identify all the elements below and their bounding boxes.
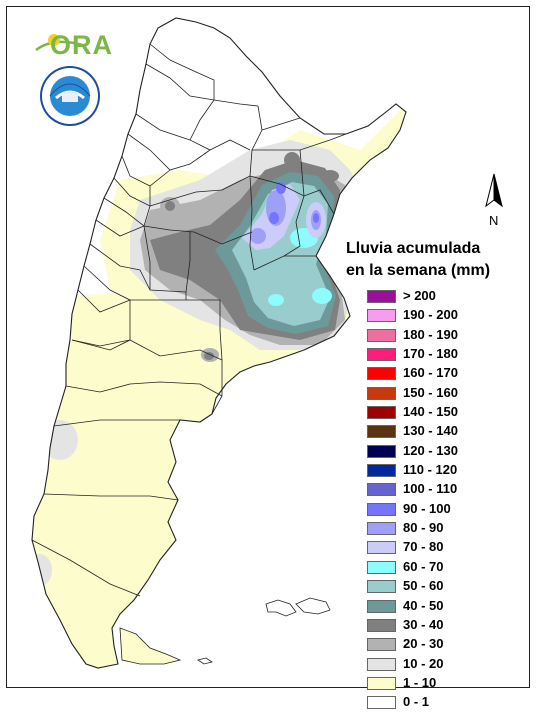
legend-item: 50 - 60 <box>367 577 507 596</box>
legend-label: 30 - 40 <box>403 616 444 632</box>
legend-label: 120 - 130 <box>403 442 458 458</box>
tierra-del-fuego <box>119 627 182 665</box>
legend-label: 160 - 170 <box>403 365 458 381</box>
legend-label: 100 - 110 <box>403 481 458 497</box>
sun-swoosh-logo <box>35 34 87 52</box>
legend-label: > 200 <box>403 288 436 303</box>
north-arrow-icon <box>485 173 503 208</box>
legend-label: 40 - 50 <box>403 597 444 613</box>
legend-swatch <box>367 328 396 342</box>
legend-label: 1 - 10 <box>403 674 437 690</box>
argentina-rainfall-map <box>31 17 407 669</box>
legend-item: 130 - 140 <box>367 422 507 441</box>
legend-swatch <box>367 406 396 420</box>
legend-label: 190 - 200 <box>403 307 458 323</box>
legend-title-line-1: Lluvia acumulada <box>346 240 481 257</box>
islas-malvinas <box>265 597 331 617</box>
legend-item: 120 - 130 <box>367 442 507 461</box>
legend-item: 40 - 50 <box>367 597 507 616</box>
legend-item: 1 - 10 <box>367 674 507 693</box>
legend-swatch <box>367 676 396 690</box>
legend-label: 150 - 160 <box>403 384 458 400</box>
legend-item: 110 - 120 <box>367 461 507 480</box>
legend-label: 140 - 150 <box>403 404 458 420</box>
legend-swatch <box>367 425 396 439</box>
legend-label: 110 - 120 <box>403 462 458 478</box>
legend-item: 150 - 160 <box>367 384 507 403</box>
legend-label: 90 - 100 <box>403 500 451 516</box>
legend-swatch <box>367 696 396 710</box>
legend-item: 60 - 70 <box>367 558 507 577</box>
legend-label: 180 - 190 <box>403 326 458 342</box>
province-boundaries <box>31 17 407 669</box>
legend-label: 70 - 80 <box>403 539 444 555</box>
north-label: N <box>489 213 499 228</box>
legend-swatch <box>367 348 396 362</box>
legend-swatch <box>367 541 396 555</box>
legend-label: 170 - 180 <box>403 346 458 362</box>
legend-swatch <box>367 444 396 458</box>
legend-item: > 200 <box>367 287 507 306</box>
legend-label: 50 - 60 <box>403 578 444 594</box>
legend-item: 10 - 20 <box>367 655 507 674</box>
legend-title: Lluvia acumulada en la semana (mm) <box>346 238 516 282</box>
legend-item: 100 - 110 <box>367 480 507 499</box>
legend-item: 90 - 100 <box>367 500 507 519</box>
legend: > 200 190 - 200 180 - 190 170 - 180 160 - 17… <box>367 287 507 713</box>
legend-item: 180 - 190 <box>367 326 507 345</box>
rainfall-shading <box>32 110 406 668</box>
legend-swatch <box>367 464 396 478</box>
legend-swatch <box>367 502 396 516</box>
legend-swatch <box>367 599 396 613</box>
legend-swatch <box>367 483 396 497</box>
legend-item: 190 - 200 <box>367 306 507 325</box>
legend-swatch <box>367 580 396 594</box>
legend-item: 20 - 30 <box>367 635 507 654</box>
ora-logo-text: ORA <box>50 30 113 60</box>
legend-item: 70 - 80 <box>367 538 507 557</box>
legend-swatch <box>367 309 396 323</box>
isla-de-los-estados <box>197 657 213 665</box>
legend-swatch <box>367 386 396 400</box>
legend-item: 140 - 150 <box>367 403 507 422</box>
legend-item: 80 - 90 <box>367 519 507 538</box>
legend-item: 160 - 170 <box>367 364 507 383</box>
legend-item: 0 - 1 <box>367 693 507 712</box>
legend-swatch <box>367 290 396 303</box>
legend-title-line-2: en la semana (mm) <box>346 262 491 279</box>
legend-label: 10 - 20 <box>403 655 444 671</box>
legend-label: 0 - 1 <box>403 694 430 710</box>
legend-item: 170 - 180 <box>367 345 507 364</box>
legend-swatch <box>367 560 396 574</box>
legend-swatch <box>367 638 396 652</box>
legend-label: 130 - 140 <box>403 423 458 439</box>
legend-swatch <box>367 657 396 671</box>
legend-swatch <box>367 522 396 536</box>
legend-swatch <box>367 618 396 632</box>
legend-item: 30 - 40 <box>367 616 507 635</box>
servicio-meteorologico-seal <box>40 66 100 126</box>
legend-label: 20 - 30 <box>403 636 444 652</box>
legend-label: 80 - 90 <box>403 520 444 536</box>
legend-swatch <box>367 367 396 381</box>
legend-label: 60 - 70 <box>403 558 444 574</box>
